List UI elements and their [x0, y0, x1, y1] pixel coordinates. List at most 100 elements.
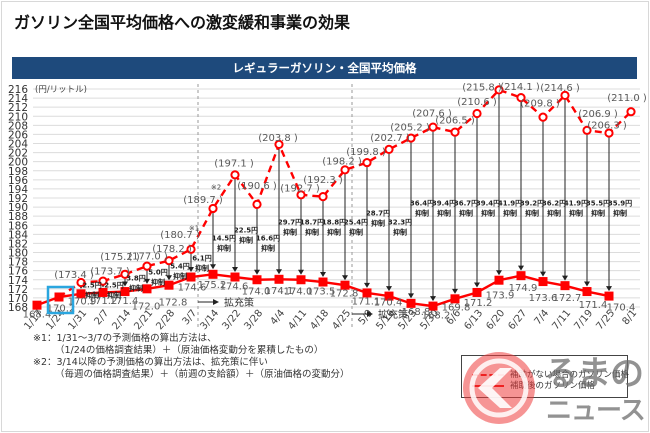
marker-with-subsidy	[296, 275, 306, 285]
suppression-suffix-label: 抑制	[371, 219, 385, 228]
suppression-arrows	[78, 93, 612, 302]
legend-item-without-subsidy: 補助がない場合のガソリン価格	[472, 368, 630, 380]
x-tick-label: 3/7	[181, 308, 200, 327]
x-tick-label: 2/7	[93, 308, 112, 327]
highlight-box	[46, 285, 75, 315]
suppression-suffix-label: 抑制	[327, 228, 341, 237]
marker-with-subsidy	[76, 289, 86, 299]
value-label-with-subsidy: 175.2	[198, 280, 227, 291]
y-tick-label: 208	[8, 120, 28, 132]
suppression-arrow-head	[298, 269, 304, 275]
suppression-suffix-label: 抑制	[525, 209, 539, 218]
suppression-suffix-label: 抑制	[393, 228, 407, 237]
suppression-suffix-label: 抑制	[415, 209, 429, 218]
x-tick-label: 7/11	[550, 308, 573, 332]
y-tick-label: 174	[8, 275, 28, 287]
value-label-without-subsidy: (177.0 )	[128, 252, 168, 263]
value-label-with-subsidy: 168.4	[23, 310, 52, 321]
value-label-with-subsidy: 174.0	[284, 286, 313, 297]
y-tick-label: 216	[8, 84, 28, 96]
suppression-arrow-head	[122, 281, 128, 287]
y-tick-label: 200	[8, 157, 28, 169]
value-label-with-subsidy: 174.9	[509, 283, 538, 294]
suppression-arrow-head	[474, 282, 480, 288]
suppression-arrow-head	[386, 286, 392, 292]
value-label-without-subsidy: (202.7 )	[370, 133, 410, 144]
value-label-without-subsidy: (209.8 )	[520, 99, 560, 110]
suppression-suffix-label: 抑制	[107, 291, 121, 300]
suppression-arrow-head	[430, 296, 436, 302]
suppression-suffix-label: 抑制	[217, 244, 231, 253]
suppression-amount-label: 2.5円	[82, 282, 101, 290]
policy-arrow-head	[213, 299, 219, 305]
chart-header-bar: レギュラーガソリン・全国平均価格	[12, 57, 637, 79]
marker-with-subsidy	[186, 272, 196, 282]
y-tick-label: 192	[8, 193, 28, 205]
value-label-with-subsidy: 174.1	[265, 286, 294, 297]
legend-label-without-subsidy: 補助がない場合のガソリン価格	[510, 370, 630, 380]
suppression-arrow-head	[342, 275, 348, 281]
value-label-without-subsidy: (178.2 )	[152, 244, 192, 255]
value-label-with-subsidy: 170.4	[374, 298, 403, 309]
marker-without-subsidy	[362, 157, 372, 168]
suppression-arrow-head	[166, 275, 172, 281]
suppression-suffix-label: 抑制	[305, 228, 319, 237]
marker-without-subsidy	[76, 277, 86, 288]
x-tick-label: 7/4	[533, 308, 552, 327]
suppression-arrow-head	[518, 265, 524, 271]
marker-without-subsidy	[164, 256, 174, 266]
value-label-with-subsidy: 171.1	[352, 296, 381, 307]
footnotes: ※1：1/31～3/7の予測価格の算出方法は、 （1/24の価格調査結果）＋（原…	[33, 333, 350, 381]
suppression-amount-label: 29.7円	[278, 219, 302, 227]
y-tick-label: 182	[8, 238, 28, 250]
suppression-arrow-head	[320, 272, 326, 278]
marker-with-subsidy	[252, 275, 262, 285]
y-tick-label: 194	[8, 184, 28, 196]
x-tick-label: 6/27	[506, 308, 529, 332]
marker-without-subsidy	[142, 261, 152, 271]
suppression-amount-label: 36.7円	[454, 200, 478, 208]
marker-without-subsidy	[406, 133, 416, 143]
y-tick-label: 188	[8, 211, 28, 223]
x-tick-label: 3/28	[242, 308, 265, 332]
x-tick-label: 4/25	[330, 308, 353, 332]
marker-with-subsidy	[384, 291, 394, 301]
series-markers	[32, 85, 636, 311]
footnote-1: ※1：1/31～3/7の予測価格の算出方法は、	[33, 333, 217, 344]
value-label-without-subsidy: (190.6 )	[237, 181, 277, 192]
suppression-amount-label: 39.4円	[476, 200, 500, 208]
footnote-2-detail: （毎週の価格調査結果）＋（前週の支給額）＋（原油価格の変動分）	[55, 369, 350, 380]
y-tick-label: 204	[8, 139, 28, 151]
suppression-suffix-label: 抑制	[569, 209, 583, 218]
suppression-arrow-head	[254, 269, 260, 275]
value-label-with-subsidy: 170.2	[47, 304, 76, 315]
value-label-without-subsidy: (211.0 )	[607, 93, 647, 104]
x-tick-label: 2/14	[110, 308, 133, 332]
suppression-arrow-head	[452, 288, 458, 294]
value-label-without-subsidy: (199.8 )	[346, 147, 386, 158]
suppression-amount-label: 35.5円	[586, 200, 610, 208]
suppression-arrow-head	[496, 270, 502, 276]
marker-with-subsidy	[582, 287, 592, 297]
chart-legend: 補助がない場合のガソリン価格 補助後のガソリン価格	[461, 355, 630, 398]
suppression-amount-label: 16.6円	[256, 235, 280, 243]
suppression-suffix-label: 抑制	[547, 209, 561, 218]
suppression-suffix-label: 抑制	[283, 228, 297, 237]
marker-with-subsidy	[428, 301, 438, 311]
x-tick-label: 6/20	[484, 308, 507, 332]
y-tick-label: 196	[8, 175, 28, 187]
y-tick-label: 198	[8, 166, 28, 178]
marker-without-subsidy	[626, 107, 636, 117]
suppression-suffix-label: 抑制	[437, 209, 451, 218]
marker-with-subsidy	[516, 271, 526, 281]
x-tick-label: 5/9	[357, 308, 376, 327]
marker-without-subsidy	[472, 108, 482, 119]
x-tick-label: 7/19	[572, 308, 595, 332]
value-label-with-subsidy: 168.8	[402, 307, 431, 318]
suppression-suffix-label: 抑制	[261, 244, 275, 253]
suppression-arrow-head	[144, 278, 150, 284]
suppression-arrow-head	[188, 267, 194, 273]
value-label-without-subsidy: (189.7 )	[183, 195, 223, 206]
suppression-arrow-head	[584, 281, 590, 287]
